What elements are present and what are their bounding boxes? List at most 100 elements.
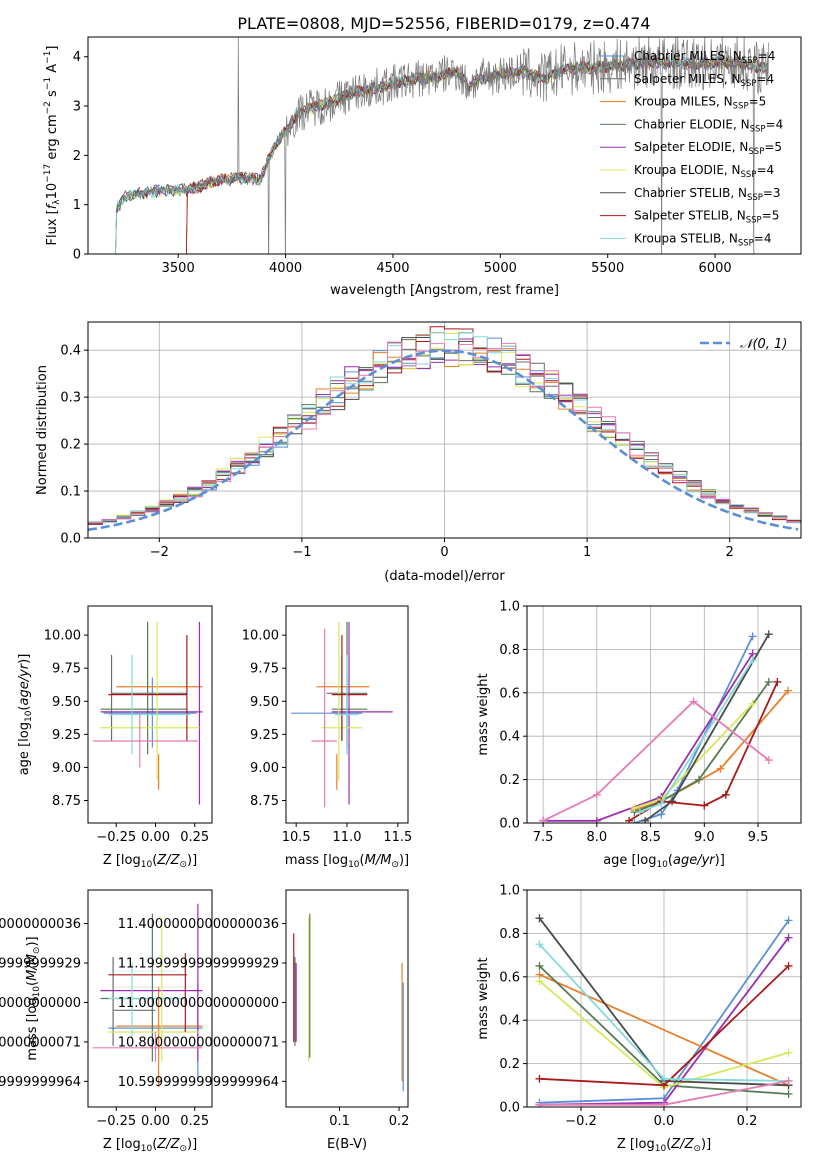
x-tick-label: −2: [150, 545, 169, 560]
mass-weight-point: [535, 914, 544, 923]
y-tick-label: 0.0: [499, 817, 520, 832]
axes-frame: [87, 605, 213, 824]
x-tick-label: 11.5: [383, 830, 412, 845]
y-axis-label: Flux [fλ10−17 erg cm−2 s−1 A−1]: [43, 46, 62, 246]
mass_vs_Z-plot: [92, 903, 203, 1088]
weight_vs_age-frame: 7.5 8.0 8.5 9.0 9.5 0.0 0.2 0.4 0.6 0.8 1.0 age [lo…: [476, 600, 802, 870]
x-axis-label: Z [log10(Z/Z⊙)]: [103, 1137, 197, 1154]
y-axis-label: mass weight: [476, 673, 491, 755]
legend-entry: 𝒩(0, 1): [740, 337, 787, 352]
y-tick-label: 1.0: [499, 600, 520, 615]
x-tick-label: 11.0: [333, 830, 362, 845]
x-tick-label: 7.5: [533, 830, 554, 845]
x-tick-label: 10.5: [282, 830, 311, 845]
y-tick-label: 9.75: [52, 662, 81, 677]
mass-weight-point: [535, 977, 544, 986]
spectrum-frame: 3500 4000 4500 5000 5500 6000 0 1 2 3 4 wavelength …: [43, 36, 802, 298]
y-axis-label: age [log10(age/yr)]: [17, 654, 34, 776]
y-tick-label: 11.00000000000000000: [118, 996, 279, 1011]
mass-weight-point: [535, 1100, 544, 1107]
x-tick-label: 2: [726, 545, 734, 560]
legend-entry: Kroupa MILES, NSSP=5: [634, 95, 766, 112]
mass-weight-point: [784, 933, 793, 942]
y-tick-label: 4: [73, 50, 81, 65]
y-tick-label: 9.50: [250, 695, 279, 710]
age_vs_Z-plot: [92, 621, 203, 805]
mass-weight-point: [784, 1048, 793, 1057]
y-tick-label: 8.75: [52, 794, 81, 809]
x-axis-label: (data-model)/error: [384, 569, 505, 584]
y-tick-label: 3: [73, 100, 81, 115]
mass-weight-point: [716, 764, 725, 773]
legend-entry: Kroupa ELODIE, NSSP=4: [634, 163, 774, 180]
x-tick-label: 0.2: [737, 1114, 758, 1129]
y-axis-label: mass weight: [476, 957, 491, 1039]
axes-frame: [87, 889, 213, 1108]
y-tick-label: 9.25: [250, 728, 279, 743]
x-tick-label: −1: [292, 545, 311, 560]
x-tick-label: 8.0: [586, 830, 607, 845]
x-tick-label: 0.2: [389, 1114, 410, 1129]
y-tick-label: 10.00: [44, 629, 81, 644]
x-tick-label: 0.25: [180, 830, 209, 845]
y-tick-label: 1.0: [499, 884, 520, 899]
y-tick-label: 0.8: [499, 643, 520, 658]
y-tick-label: 11.40000000000000036: [0, 917, 81, 932]
mass-weight-point: [660, 1100, 668, 1107]
spectrum-plot: [115, 37, 769, 254]
mass-weight-point: [660, 1074, 668, 1083]
x-tick-label: 0: [440, 545, 448, 560]
x-axis-label: age [log10(age/yr)]: [603, 853, 725, 870]
y-tick-label: 9.00: [52, 761, 81, 776]
normal-curve: [88, 349, 799, 532]
mass-weight-line: [543, 653, 754, 822]
mass-weight-point: [641, 816, 650, 823]
mass-weight-point: [748, 632, 757, 641]
x-axis-label: E(B-V): [327, 1137, 367, 1152]
x-axis-label: mass [log10(M/M⊙)]: [285, 853, 409, 870]
mass-weight-point: [784, 1076, 793, 1085]
x-tick-label: 6000: [699, 261, 732, 276]
mass-weight-point: [635, 808, 644, 817]
mass-weight-point: [689, 697, 698, 706]
x-axis-label: Z [log10(Z/Z⊙)]: [103, 853, 197, 870]
model-spectrum-line: [115, 55, 769, 254]
y-tick-label: 0.2: [499, 773, 520, 788]
y-tick-label: 10.59999999999999964: [0, 1075, 81, 1090]
age_vs_mass-frame: 10.5 11.0 11.5 8.75 9.00 9.25 9.50 9.75 10.00 mas…: [242, 605, 412, 870]
mass_vs_Z-axes: −0.25 0.00 0.25 10.59999999999999964 10.8000…: [0, 889, 213, 1154]
x-tick-label: −0.25: [96, 830, 136, 845]
residuals-plot: [88, 326, 801, 532]
residual-histogram: [88, 341, 801, 524]
mass-weight-point: [721, 790, 730, 799]
x-tick-label: 5000: [484, 261, 517, 276]
residual-histogram: [88, 337, 801, 524]
y-tick-label: 0.8: [499, 927, 520, 942]
age_vs_mass-plot: [291, 621, 393, 808]
residual-histogram: [88, 331, 801, 524]
mass-weight-point: [535, 940, 544, 949]
mass-weight-point: [784, 961, 793, 970]
mass-weight-point: [748, 656, 757, 665]
mass-weight-point: [694, 775, 703, 784]
y-tick-label: 9.00: [250, 761, 279, 776]
weight_vs_Z-frame: −0.2 0.0 0.2 0.0 0.2 0.4 0.6 0.8 1.0 Z [log10(Z/Z…: [476, 884, 802, 1154]
mass-weight-point: [625, 816, 634, 823]
y-tick-label: 0.3: [60, 391, 81, 406]
x-axis-label: Z [log10(Z/Z⊙)]: [617, 1137, 711, 1154]
mass-weight-point: [657, 799, 666, 808]
y-tick-label: 0.4: [499, 1014, 520, 1029]
weight_vs_age-plot: [539, 630, 793, 823]
axes-frame: [526, 605, 802, 824]
y-axis-label: mass [log10(M/M⊙)]: [25, 936, 42, 1060]
mass_vs_Z-frame: −0.25 0.00 0.25 10.59999999999999964 10.8000…: [0, 889, 213, 1154]
model-spectrum-line: [115, 55, 769, 254]
residuals-axes: −2 −1 0 1 2 0.0 0.1 0.2 0.3 0.4 (data-model)/error…: [35, 321, 802, 584]
mass-weight-point: [592, 816, 601, 823]
y-tick-label: 0.4: [60, 344, 81, 359]
x-axis-label: wavelength [Angstrom, rest frame]: [330, 283, 559, 298]
mass-weight-point: [748, 699, 757, 708]
mass-weight-line: [634, 681, 770, 813]
y-tick-label: 0.1: [60, 485, 81, 500]
